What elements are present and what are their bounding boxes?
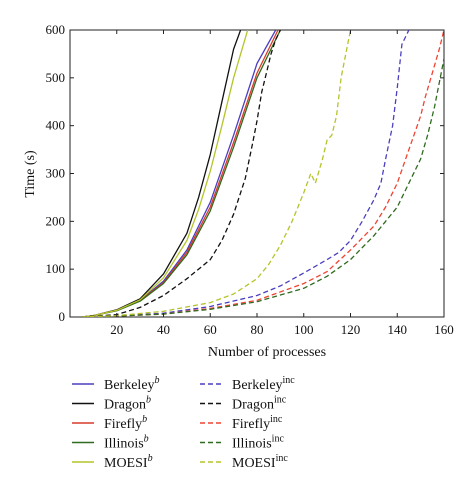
x-tick-label: 140 — [388, 322, 408, 337]
legend-label: MOESIinc — [232, 453, 288, 471]
legend-series-superscript: inc — [283, 375, 296, 386]
series-line-moesi-b — [81, 30, 249, 317]
y-tick-label: 100 — [46, 261, 66, 276]
legend-label: Dragonb — [104, 395, 151, 413]
legend-series-superscript: inc — [274, 395, 287, 406]
legend-series-name: Berkeley — [232, 378, 283, 393]
legend-series-superscript: b — [146, 395, 151, 406]
legend-label: Berkeleyb — [104, 375, 160, 393]
legend-series-name: MOESI — [232, 456, 276, 471]
legend-series-superscript: inc — [270, 414, 283, 425]
legend-series-name: Illinois — [104, 437, 144, 452]
series-line-berkeley-inc — [81, 30, 410, 317]
y-tick-label: 200 — [46, 213, 66, 228]
x-tick-label: 120 — [341, 322, 361, 337]
x-tick-label: 20 — [110, 322, 123, 337]
series-group — [81, 30, 444, 317]
legend-label: Berkeleyinc — [232, 375, 295, 393]
y-axis-title: Time (s) — [23, 150, 38, 198]
y-tick-label: 600 — [46, 22, 66, 37]
legend-series-superscript: b — [142, 414, 147, 425]
legend-series-superscript: inc — [276, 453, 289, 464]
y-tick-label: 0 — [59, 309, 66, 324]
legend-label: MOESIb — [104, 453, 153, 471]
legend-series-superscript: b — [144, 434, 149, 445]
y-tick-label: 400 — [46, 118, 66, 133]
series-line-illinois-inc — [81, 58, 444, 317]
legend-series-superscript: b — [155, 375, 160, 386]
legend-label: Illinoisb — [104, 434, 149, 452]
x-tick-label: 80 — [251, 322, 264, 337]
legend-series-name: Firefly — [104, 417, 142, 432]
y-tick-label: 300 — [46, 166, 66, 181]
legend-series-name: Illinois — [232, 437, 272, 452]
legend-series-name: MOESI — [104, 456, 148, 471]
legend-label: Fireflyinc — [232, 414, 283, 432]
tick-group: 20 40 60 80 100 120 140 160 0 100 200 300 400 500 600 — [46, 22, 454, 337]
legend-series-name: Firefly — [232, 417, 270, 432]
legend-series-superscript: inc — [272, 434, 285, 445]
legend-label: Illinoisinc — [232, 434, 284, 452]
series-line-moesi-inc — [81, 30, 352, 317]
legend-series-name: Berkeley — [104, 378, 155, 393]
legend-label: Fireflyb — [104, 414, 147, 432]
x-tick-label: 40 — [157, 322, 170, 337]
y-tick-label: 500 — [46, 70, 66, 85]
legend-series-name: Dragon — [232, 398, 274, 413]
x-axis-title: Number of processes — [208, 345, 326, 360]
series-line-dragon-inc — [81, 30, 281, 317]
legend-series-name: Dragon — [104, 398, 146, 413]
x-tick-label: 100 — [294, 322, 314, 337]
legend-label: Dragoninc — [232, 395, 287, 413]
legend-series-superscript: b — [148, 453, 153, 464]
legend: BerkeleybDragonbFireflybIllinoisbMOESIbB… — [72, 375, 295, 471]
x-tick-label: 60 — [204, 322, 217, 337]
x-tick-label: 160 — [434, 322, 454, 337]
